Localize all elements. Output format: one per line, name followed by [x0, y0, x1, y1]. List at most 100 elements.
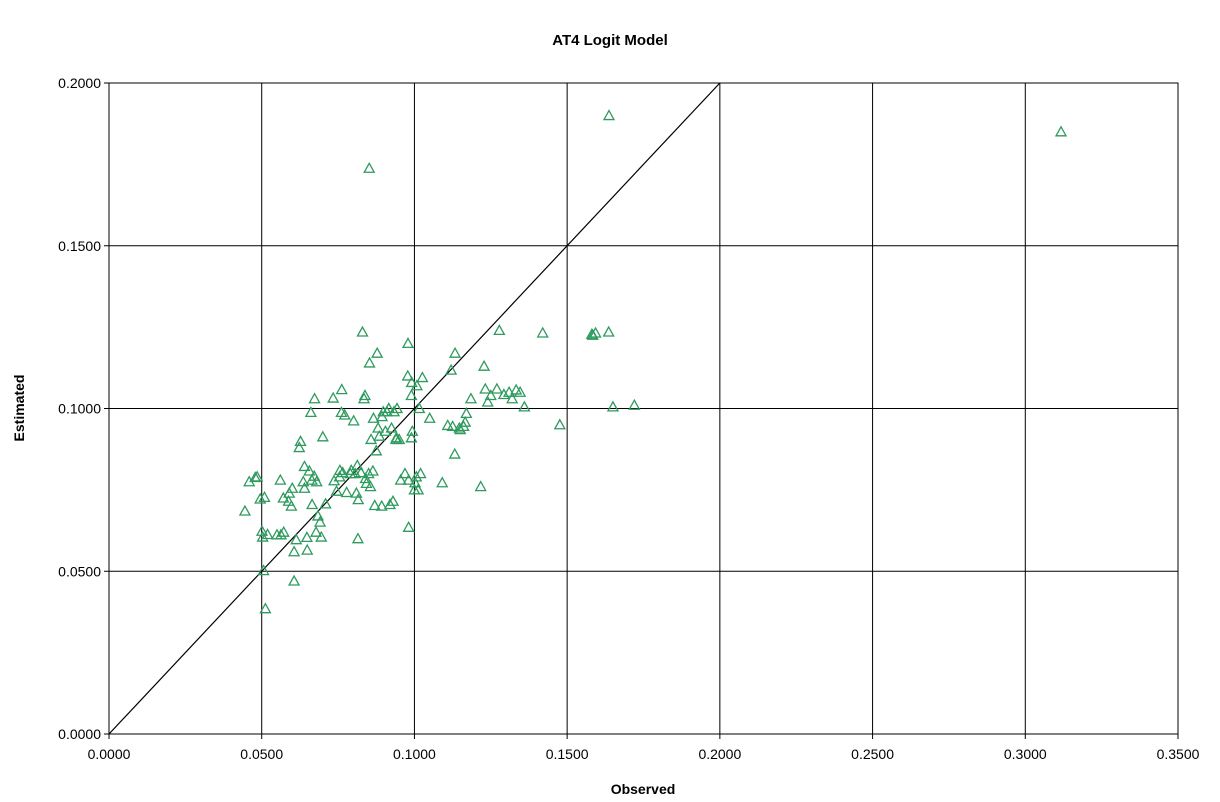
data-point: [385, 421, 398, 433]
data-points: [238, 109, 1068, 614]
data-point: [454, 423, 467, 435]
data-point: [356, 325, 369, 337]
data-point: [351, 532, 365, 544]
data-point: [259, 602, 272, 614]
data-point: [386, 494, 400, 506]
x-tick-label: 0.2000: [698, 746, 741, 762]
data-point: [387, 405, 401, 417]
data-point: [493, 324, 506, 336]
data-point: [287, 574, 301, 586]
reference-line: [108, 82, 721, 735]
data-point: [290, 533, 303, 545]
data-point: [398, 467, 412, 479]
data-point: [375, 499, 388, 511]
data-point: [327, 391, 340, 403]
data-point: [490, 382, 503, 394]
data-point: [460, 407, 473, 419]
data-point: [338, 408, 351, 420]
x-tick-label: 0.1500: [546, 746, 589, 762]
x-tick-label: 0.0000: [88, 746, 131, 762]
data-point: [315, 530, 328, 542]
data-point: [436, 476, 449, 488]
y-tick-label: 0.1500: [58, 238, 101, 254]
data-point: [416, 371, 429, 383]
data-point: [257, 564, 270, 576]
data-point: [357, 392, 371, 404]
data-point: [448, 447, 461, 459]
data-point: [309, 525, 323, 537]
data-point: [254, 492, 267, 504]
data-point: [336, 466, 349, 478]
data-point: [589, 326, 602, 338]
data-point: [414, 467, 427, 479]
grid-lines: [109, 83, 1178, 734]
data-point: [402, 520, 415, 532]
y-tick-label: 0.2000: [58, 75, 101, 91]
data-point: [518, 400, 531, 412]
data-point: [477, 359, 491, 371]
data-point: [405, 389, 418, 401]
data-point: [277, 525, 290, 537]
data-point: [444, 363, 458, 375]
data-point: [255, 524, 269, 536]
data-point: [287, 545, 301, 557]
data-point: [316, 430, 329, 442]
data-point: [446, 420, 459, 432]
data-point: [300, 531, 314, 543]
x-tick-label: 0.0500: [240, 746, 283, 762]
data-point: [350, 486, 363, 498]
data-point: [330, 484, 343, 496]
data-point: [401, 369, 414, 381]
data-point: [354, 466, 368, 478]
data-point: [393, 433, 406, 445]
data-point: [383, 498, 397, 510]
data-point: [481, 395, 494, 407]
data-point: [1054, 125, 1068, 137]
data-point: [251, 470, 264, 482]
data-point: [340, 486, 353, 498]
data-point: [459, 415, 472, 427]
data-point: [364, 433, 378, 445]
data-point: [303, 464, 316, 476]
y-axis-ticks: 0.0000 0.0500 0.1000 0.1500 0.2000: [58, 75, 109, 742]
data-point: [286, 481, 299, 493]
data-point: [258, 491, 271, 503]
data-point: [301, 543, 314, 555]
data-point: [308, 392, 321, 404]
data-point: [628, 398, 641, 410]
data-point: [319, 497, 332, 509]
data-point: [306, 498, 319, 510]
y-tick-label: 0.0500: [58, 563, 101, 579]
data-point: [503, 385, 516, 397]
data-point: [405, 431, 418, 443]
data-point: [335, 383, 348, 395]
data-point: [351, 459, 364, 471]
data-point: [347, 414, 360, 426]
y-tick-label: 0.1000: [58, 401, 101, 417]
data-point: [606, 400, 620, 412]
data-point: [464, 392, 478, 404]
data-point: [358, 389, 372, 401]
data-point: [256, 530, 269, 542]
y-axis-label: Estimated: [11, 375, 27, 442]
data-point: [410, 470, 423, 482]
data-point: [410, 379, 423, 391]
data-point: [371, 421, 385, 433]
data-point: [514, 385, 527, 397]
x-axis-ticks: 0.0000 0.0500 0.1000 0.1500 0.2000 0.2500 0.30…: [88, 734, 1200, 762]
x-tick-label: 0.1000: [393, 746, 436, 762]
data-point: [368, 499, 381, 511]
data-point: [479, 382, 492, 394]
data-point: [406, 424, 419, 436]
data-point: [363, 356, 376, 368]
data-point: [238, 504, 252, 516]
x-axis-label: Observed: [611, 781, 676, 797]
data-point: [333, 464, 347, 475]
data-point: [390, 402, 404, 414]
data-point: [310, 475, 323, 487]
data-point: [506, 392, 519, 404]
data-point: [362, 467, 375, 479]
data-point: [364, 480, 377, 492]
data-point: [401, 337, 415, 349]
